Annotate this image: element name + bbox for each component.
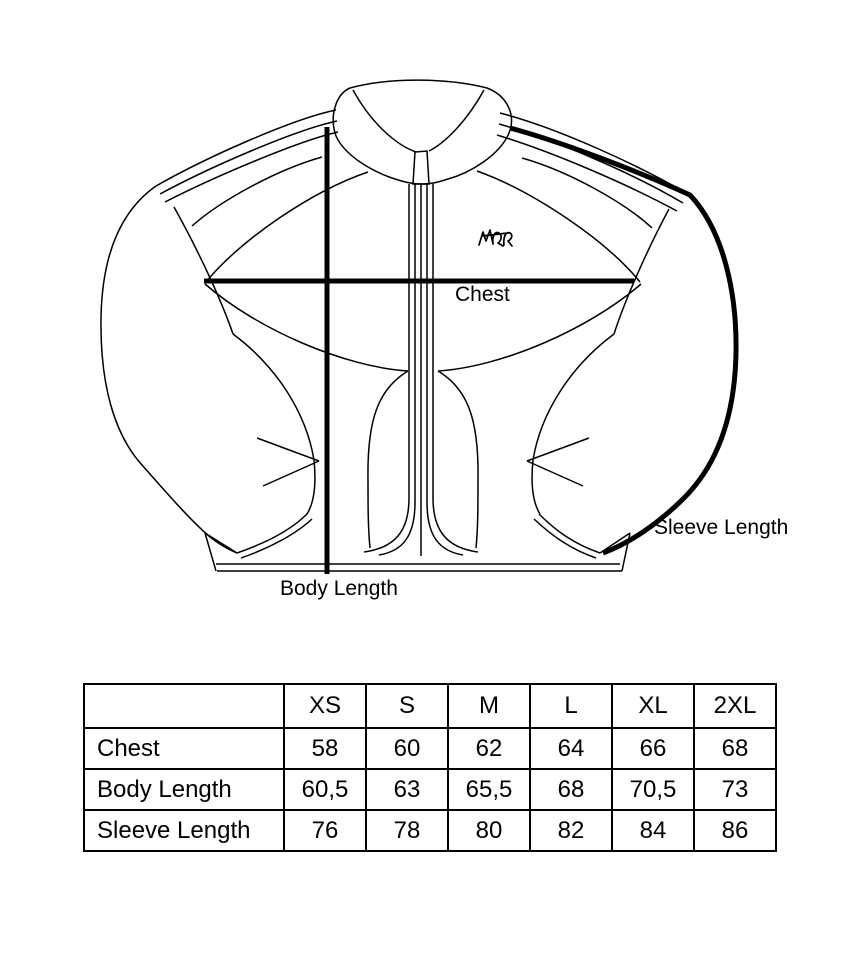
body-length-l: 68 — [529, 768, 613, 811]
size-col-s: S — [365, 683, 449, 729]
chest-xl: 66 — [611, 727, 695, 770]
size-table: XS S M L XL 2XL Chest 58 60 62 64 66 68 … — [83, 683, 777, 852]
body-length-s: 63 — [365, 768, 449, 811]
body-length-2xl: 73 — [693, 768, 777, 811]
collar-outer — [332, 79, 513, 185]
body-length-m: 65,5 — [447, 768, 531, 811]
right-sleeve-outer — [606, 193, 737, 554]
size-col-xs: XS — [283, 683, 367, 729]
left-sleeve-outer — [100, 185, 238, 554]
right-pocket-slit — [526, 437, 590, 462]
right-sleeve-inner — [531, 333, 615, 515]
right-panel-seam — [437, 283, 642, 372]
sleeve-length-xs: 76 — [283, 809, 367, 852]
left-sleeve-inner — [232, 333, 316, 515]
chest-xs: 58 — [283, 727, 367, 770]
body-length-xl: 70,5 — [611, 768, 695, 811]
sleeve-length-l: 82 — [529, 809, 613, 852]
left-cuff — [204, 532, 238, 554]
size-col-l: L — [529, 683, 613, 729]
corner-cell — [83, 683, 285, 729]
chest-s: 60 — [365, 727, 449, 770]
left-raglan-seam — [205, 171, 369, 283]
chest-label: Chest — [455, 283, 510, 306]
chest-2xl: 68 — [693, 727, 777, 770]
body-length-label: Body Length — [280, 577, 398, 600]
table-row-chest: Chest 58 60 62 64 66 68 — [83, 727, 777, 770]
chest-m: 62 — [447, 727, 531, 770]
sleeve-length-m: 80 — [447, 809, 531, 852]
collar-inner-right — [428, 89, 485, 152]
table-row-body-length: Body Length 60,5 63 65,5 68 70,5 73 — [83, 768, 777, 811]
body-length-xs: 60,5 — [283, 768, 367, 811]
jacket-diagram: Chest Body Length Sleeve Length — [100, 79, 788, 600]
size-col-m: M — [447, 683, 531, 729]
size-col-2xl: 2XL — [693, 683, 777, 729]
right-raglan-seam — [476, 170, 641, 283]
hem — [204, 532, 217, 572]
zipper — [363, 184, 479, 556]
zipper-pull-box — [412, 150, 430, 185]
right-yoke-seam — [521, 157, 653, 229]
sleeve-length-measurement-line — [509, 125, 739, 556]
sleeve-length-s: 78 — [365, 809, 449, 852]
table-row-sleeve-length: Sleeve Length 76 78 80 82 84 86 — [83, 809, 777, 852]
row-label-chest: Chest — [83, 727, 285, 770]
collar-inner-left — [352, 89, 417, 153]
size-col-xl: XL — [611, 683, 695, 729]
row-label-body-length: Body Length — [83, 768, 285, 811]
sleeve-length-label: Sleeve Length — [654, 516, 788, 539]
chest-l: 64 — [529, 727, 613, 770]
sleeve-length-xl: 84 — [611, 809, 695, 852]
left-shoulder-edge — [155, 109, 337, 187]
left-pocket-slit — [256, 437, 320, 462]
left-yoke-seam — [191, 156, 323, 227]
row-label-sleeve-length: Sleeve Length — [83, 809, 285, 852]
size-table-header-row: XS S M L XL 2XL — [83, 683, 777, 729]
jacket-outline — [100, 79, 737, 572]
left-panel-seam — [204, 283, 409, 372]
brand-logo-scribble — [478, 229, 513, 247]
sleeve-length-2xl: 86 — [693, 809, 777, 852]
